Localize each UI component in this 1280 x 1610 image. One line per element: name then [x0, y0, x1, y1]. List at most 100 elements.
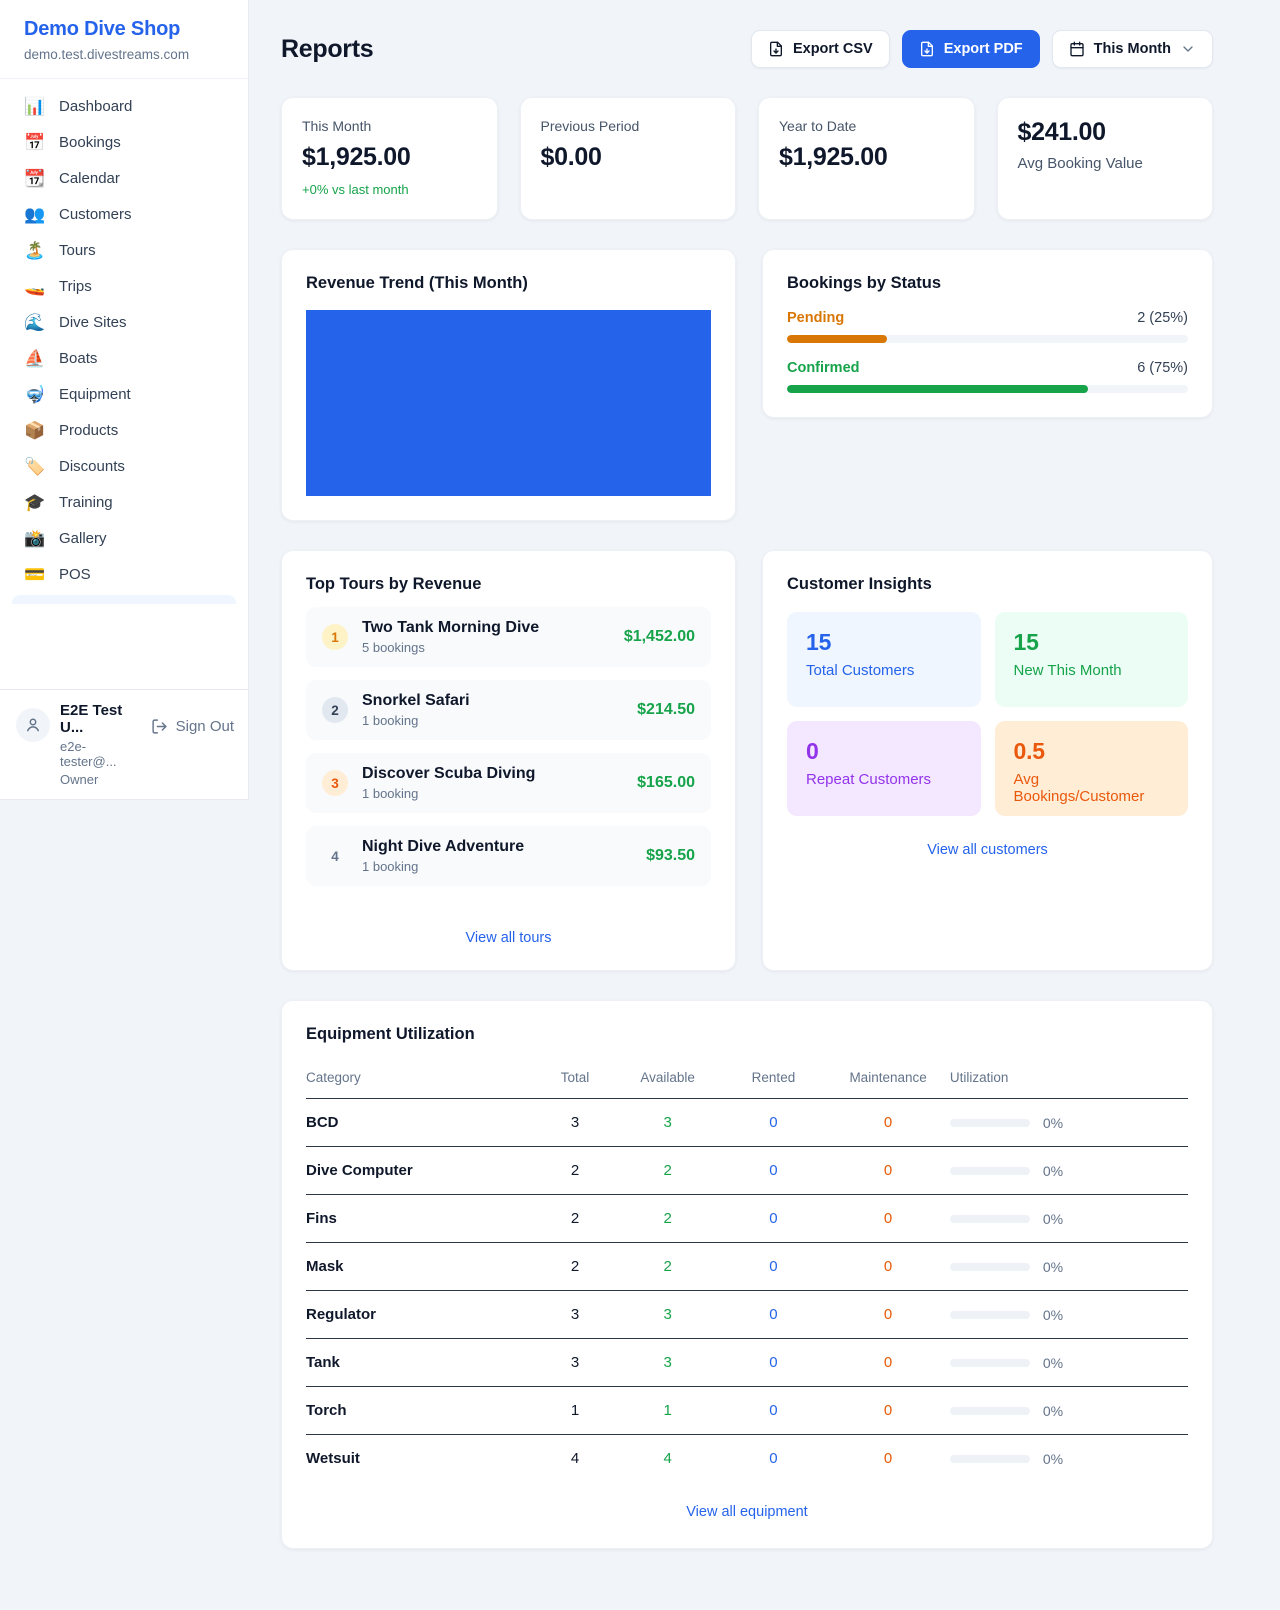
cell-maintenance: 0	[826, 1242, 950, 1291]
tile-value: 15	[806, 629, 832, 655]
cell-total: 3	[535, 1098, 615, 1147]
utilization-cell: 0%	[949, 1306, 1188, 1323]
cell-maintenance: 0	[883, 1450, 893, 1467]
sidebar-item-dive-sites[interactable]: 🌊 Dive Sites	[12, 305, 236, 340]
wave-icon: 🌊	[24, 313, 46, 332]
sidebar-item-label: Dashboard	[59, 98, 133, 115]
sidebar-item-label: Bookings	[59, 134, 121, 151]
cell-maintenance: 0	[826, 1290, 950, 1339]
utilization-cell: 0%	[949, 1258, 1188, 1275]
sidebar-item-trips[interactable]: 🚤 Trips	[12, 269, 236, 304]
sidebar-item-bookings[interactable]: 📅 Bookings	[12, 125, 236, 160]
stat-label: Avg Booking Value	[1017, 155, 1143, 172]
rank-badge: 3	[322, 770, 348, 796]
utilization-percent: 0%	[1042, 1402, 1064, 1419]
cell-rented: 0	[720, 1098, 827, 1147]
stat-card-avg-booking-value: $241.00 Avg Booking Value	[996, 97, 1213, 220]
user-email: e2e-tester@...	[60, 739, 117, 769]
bookings-calendar-icon: 📅	[24, 133, 46, 152]
tile-label: Total Customers	[806, 662, 915, 679]
tour-bookings: 5 bookings	[362, 640, 425, 655]
sidebar-item-discounts[interactable]: 🏷️ Discounts	[12, 449, 236, 484]
sidebar-item-label: Tours	[59, 242, 96, 259]
stat-card-previous-period: Previous Period $0.00	[519, 97, 736, 220]
cell-available: 2	[614, 1242, 721, 1291]
sidebar-item-label: Calendar	[59, 170, 120, 187]
diving-mask-icon: 🤿	[24, 385, 46, 404]
view-all-customers-link[interactable]: View all customers	[927, 842, 1048, 858]
sidebar-item-products[interactable]: 📦 Products	[12, 413, 236, 448]
cell-rented: 0	[720, 1146, 827, 1195]
sidebar: Demo Dive Shop demo.test.divestreams.com…	[0, 0, 249, 800]
column-header-utilization: Utilization	[949, 1060, 1188, 1099]
utilization-percent: 0%	[1042, 1258, 1064, 1275]
cell-available: 3	[614, 1290, 721, 1339]
file-download-icon	[920, 41, 933, 57]
cell-available: 2	[614, 1146, 721, 1195]
user-role: Owner	[60, 772, 99, 787]
tour-bookings: 1 booking	[362, 859, 419, 874]
column-header-total: Total	[535, 1060, 615, 1099]
column-header-available: Available	[614, 1060, 721, 1099]
sidebar-item-label: POS	[59, 566, 91, 583]
cell-category: Fins	[306, 1194, 536, 1243]
rank-badge: 2	[322, 697, 348, 723]
calendar-icon	[1070, 41, 1084, 57]
sidebar-item-customers[interactable]: 👥 Customers	[12, 197, 236, 232]
dashboard-icon: 📊	[24, 97, 46, 116]
sidebar-item-equipment[interactable]: 🤿 Equipment	[12, 377, 236, 412]
utilization-cell: 0%	[949, 1402, 1188, 1419]
utilization-bar-track	[949, 1214, 1030, 1223]
sidebar-item-training[interactable]: 🎓 Training	[12, 485, 236, 520]
status-bar-fill-confirmed	[787, 385, 1088, 393]
stat-value: $1,925.00	[779, 143, 888, 171]
utilization-bar-track	[949, 1454, 1030, 1463]
cell-category: Regulator	[306, 1290, 536, 1339]
sidebar-item-active-partial[interactable]	[12, 595, 236, 604]
column-header-category: Category	[306, 1060, 536, 1099]
tile-repeat-customers: 0 Repeat Customers	[787, 721, 981, 816]
utilization-cell: 0%	[949, 1211, 1188, 1227]
tour-row: 3 Discover Scuba Diving 1 booking $165.0…	[306, 753, 711, 813]
stat-value: $241.00	[1017, 118, 1107, 146]
insight-tiles: 15 Total Customers 15 New This Month 0 R…	[787, 612, 1188, 816]
tour-revenue: $214.50	[637, 701, 695, 718]
column-header-rented: Rented	[720, 1060, 827, 1099]
cell-total: 2	[535, 1194, 615, 1243]
table-row: Dive Computer 2 2 0 0 0%	[306, 1146, 1188, 1195]
sidebar-item-tours[interactable]: 🏝️ Tours	[12, 233, 236, 268]
stat-value: $0.00	[540, 143, 602, 171]
header-actions: Export CSV Export PDF This Month	[750, 30, 1213, 68]
sidebar-user-section: E2E Test U... e2e-tester@... Owner Sign …	[0, 689, 248, 799]
view-all-tours-link[interactable]: View all tours	[465, 930, 552, 946]
tile-value: 15	[1013, 629, 1039, 655]
cell-available: 1	[614, 1386, 721, 1435]
table-row: Wetsuit 4 4 0 0 0%	[306, 1435, 1188, 1483]
export-pdf-button[interactable]: Export PDF	[901, 30, 1040, 68]
island-icon: 🏝️	[24, 241, 46, 260]
sidebar-item-gallery[interactable]: 📸 Gallery	[12, 521, 236, 556]
status-label-pending: Pending	[787, 310, 845, 326]
sidebar-item-label: Dive Sites	[59, 314, 127, 331]
period-dropdown[interactable]: This Month	[1051, 30, 1213, 68]
sidebar-item-dashboard[interactable]: 📊 Dashboard	[12, 89, 236, 124]
sidebar-item-calendar[interactable]: 📆 Calendar	[12, 161, 236, 196]
sidebar-item-pos[interactable]: 💳 POS	[12, 557, 236, 592]
sign-out-label: Sign Out	[175, 718, 234, 735]
avatar	[16, 708, 50, 742]
cell-category: Wetsuit	[306, 1450, 360, 1467]
utilization-percent: 0%	[1042, 1306, 1064, 1323]
sign-out-button[interactable]: Sign Out	[151, 718, 234, 735]
export-csv-button[interactable]: Export CSV	[750, 30, 890, 68]
stat-card-year-to-date: Year to Date $1,925.00	[758, 97, 975, 220]
status-bar-track	[787, 335, 1188, 343]
sidebar-item-boats[interactable]: ⛵ Boats	[12, 341, 236, 376]
view-all-equipment-link[interactable]: View all equipment	[686, 1504, 808, 1520]
cell-category: Dive Computer	[306, 1146, 536, 1195]
tour-name: Discover Scuba Diving	[362, 765, 536, 782]
equipment-utilization-title: Equipment Utilization	[306, 1025, 475, 1043]
table-row: Tank 3 3 0 0 0%	[306, 1338, 1188, 1387]
cell-total: 4	[570, 1450, 580, 1467]
package-icon: 📦	[24, 421, 46, 440]
sidebar-item-label: Training	[59, 494, 113, 511]
